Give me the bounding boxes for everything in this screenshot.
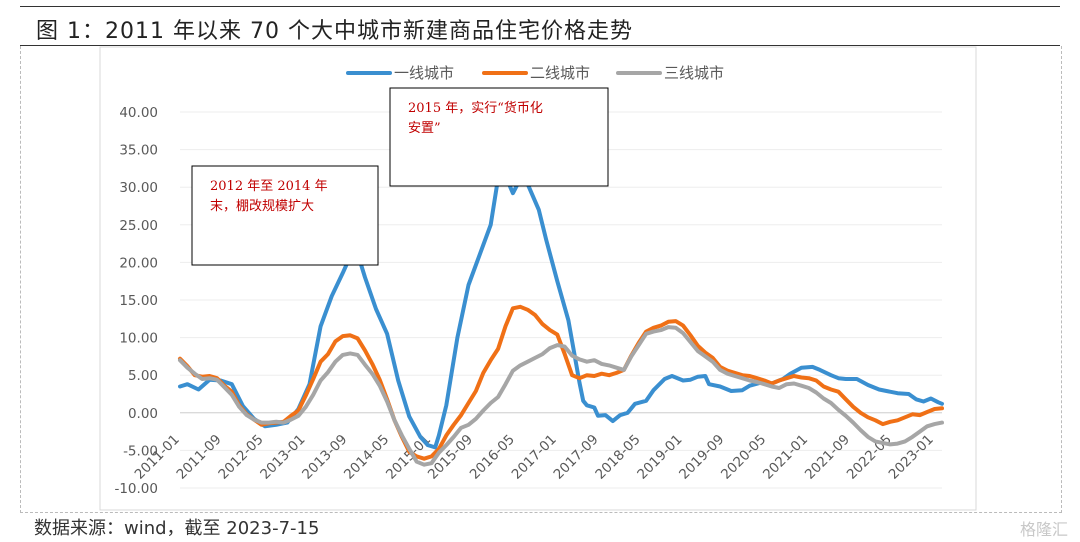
annotation-box [191, 165, 379, 266]
y-tick-label: 35.00 [119, 143, 158, 159]
series-lines [178, 173, 944, 467]
y-tick-label: 10.00 [119, 331, 158, 347]
series-line-三线城市 [178, 325, 944, 467]
y-tick-label: 5.00 [128, 368, 158, 384]
y-tick-label: 25.00 [119, 218, 158, 234]
legend-label: 一线城市 [394, 64, 454, 82]
legend-label: 三线城市 [664, 64, 724, 82]
chart-frame [20, 46, 1062, 513]
annotation-text: 安置” [408, 121, 441, 136]
annotation-text: 2012 年至 2014 年 [210, 179, 328, 194]
y-tick-label: 40.00 [119, 105, 158, 121]
annotation-text: 末，棚改规模扩大 [210, 199, 314, 214]
y-tick-label: 0.00 [128, 406, 158, 422]
y-tick-label: -5.00 [123, 443, 158, 459]
series-line-一线城市 [178, 173, 944, 450]
title-bar: 图 1：2011 年以来 70 个大中城市新建商品住宅价格走势 [20, 6, 1060, 46]
legend-label: 二线城市 [530, 64, 590, 82]
y-tick-label: 20.00 [119, 255, 158, 271]
annotation-box [389, 87, 609, 187]
y-axis: 40.00 35.00 30.00 25.00 20.00 15.00 10.00 5.00 0… [114, 105, 158, 497]
y-tick-label: 15.00 [119, 293, 158, 309]
watermark: 格隆汇 [1019, 520, 1068, 539]
y-tick-label: 30.00 [119, 180, 158, 196]
annotation-text: 2015 年，实行“货币化 [408, 100, 543, 116]
legend: 一线城市 二线城市 三线城市 [346, 64, 724, 82]
source-note: 数据来源：wind，截至 2023-7-15 [34, 518, 320, 539]
y-tick-label: -10.00 [114, 481, 158, 497]
page-title: 图 1：2011 年以来 70 个大中城市新建商品住宅价格走势 [36, 19, 633, 44]
